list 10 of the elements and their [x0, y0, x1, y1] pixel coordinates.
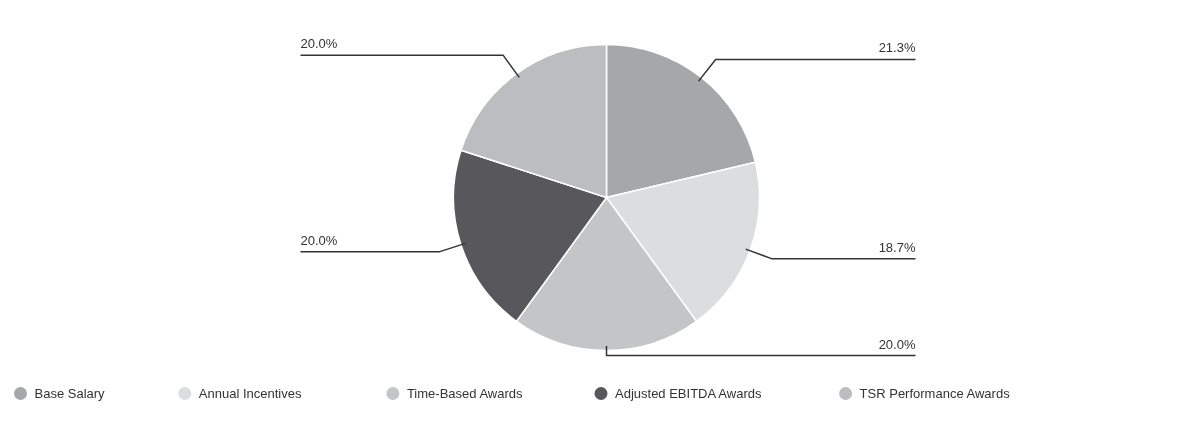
data-label: 20.0% [300, 36, 338, 52]
data-label: 20.0% [300, 232, 338, 248]
data-label: 18.7% [878, 239, 916, 255]
data-label: 20.0% [878, 336, 916, 352]
legend-label: Adjusted EBITDA Awards [615, 386, 762, 401]
legend-label: Time-Based Awards [406, 386, 523, 401]
legend-label: Base Salary [34, 386, 106, 401]
legend-label: Annual Incentives [198, 386, 302, 401]
legend-label: TSR Performance Awards [859, 386, 1011, 401]
data-label: 21.3% [878, 40, 916, 56]
